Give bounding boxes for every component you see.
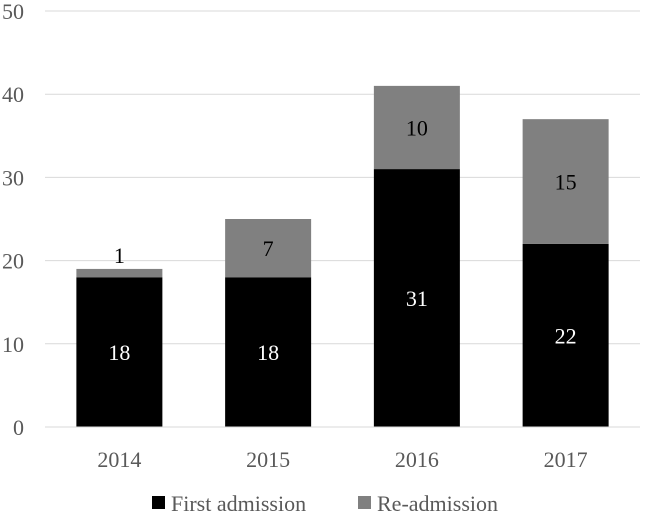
y-tick-label: 40: [2, 82, 24, 107]
bar-first-admission: [522, 243, 609, 427]
data-label: 10: [406, 115, 428, 140]
y-tick-label: 30: [2, 165, 24, 190]
x-tick-label: 2014: [97, 447, 141, 472]
data-label: 15: [555, 170, 577, 195]
bar-re-admission: [76, 268, 163, 278]
data-label: 31: [406, 286, 428, 311]
data-label: 1: [114, 243, 125, 268]
bar-first-admission: [373, 169, 460, 427]
y-tick-label: 10: [2, 332, 24, 357]
bar-re-admission: [522, 119, 609, 244]
x-axis: 2014 2015 2016 2017: [45, 426, 640, 472]
data-label: 18: [257, 340, 279, 365]
x-tick-label: 2016: [395, 447, 439, 472]
y-tick-label: 50: [2, 0, 24, 24]
legend-label: Re-admission: [377, 491, 498, 516]
data-label: 7: [263, 236, 274, 261]
data-label: 22: [555, 323, 577, 348]
bar-re-admission: [373, 85, 460, 170]
legend: First admission Re-admission: [152, 491, 498, 516]
legend-swatch: [358, 496, 371, 509]
y-axis: 0 10 20 30 40 50: [2, 0, 24, 440]
bars: 18 1 18 7 31 10 22 15: [76, 85, 609, 427]
legend-swatch: [152, 496, 165, 509]
x-tick-label: 2017: [544, 447, 588, 472]
bar-first-admission: [76, 277, 163, 427]
x-tick-label: 2015: [246, 447, 290, 472]
data-label: 18: [108, 340, 130, 365]
bar-re-admission: [225, 219, 312, 278]
bar-first-admission: [225, 277, 312, 427]
legend-label: First admission: [171, 491, 306, 516]
y-tick-label: 20: [2, 249, 24, 274]
y-tick-label: 0: [13, 415, 24, 440]
